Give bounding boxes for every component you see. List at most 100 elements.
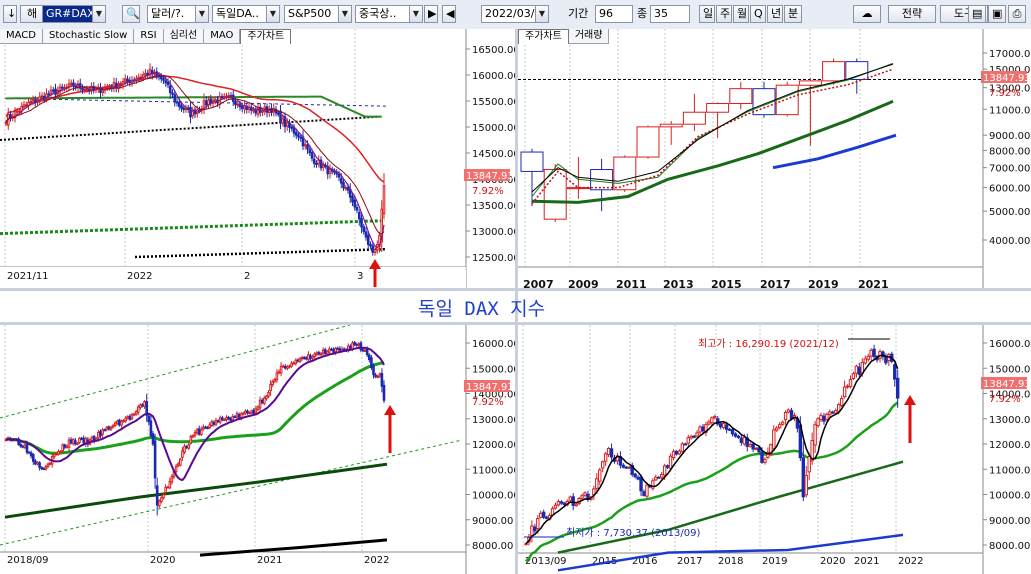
ma-30-line <box>525 401 899 563</box>
monthly-candle <box>801 457 806 498</box>
cloud-icon[interactable]: ☁ <box>853 5 881 23</box>
date-input[interactable]: 2022/03/09 ▼ <box>481 5 549 23</box>
week-button[interactable]: 주 <box>716 5 732 23</box>
sort-button[interactable]: 해 <box>20 5 44 23</box>
search-button[interactable]: 🔍 <box>122 5 140 23</box>
daily-candle <box>58 86 62 93</box>
chevron-down-icon[interactable]: ▼ <box>195 6 208 22</box>
panel-divider-top[interactable] <box>0 288 1031 291</box>
play-button[interactable]: ▶ <box>424 5 438 23</box>
daily-candle <box>346 186 350 191</box>
ma-long-line <box>531 99 894 204</box>
tab-2[interactable]: RSI <box>134 29 164 44</box>
monthly-candle <box>639 476 643 492</box>
monthly-candle <box>609 448 614 458</box>
market-select-label: 독일DA.. <box>216 7 259 20</box>
quarter-button-label: Q <box>754 7 763 20</box>
tab-0[interactable]: MACD <box>0 29 43 44</box>
monthly-chart-panel[interactable]: 17000.00 15000.00 13000.00 11000.00 9000.00 8… <box>518 29 1031 288</box>
daily-chart-panel[interactable]: 16500.00 16000.00 15500.00 15000.00 14500.00… <box>0 29 515 288</box>
monthly-candle <box>822 415 826 422</box>
weekly-candle <box>290 362 293 367</box>
last-price-value: 13847.93 <box>983 379 1031 390</box>
y-tick-label: 17000.00 <box>989 49 1031 60</box>
monthly-candle <box>775 427 779 431</box>
chevron-down-icon[interactable]: ▼ <box>409 6 422 22</box>
chevron-down-icon[interactable]: ▼ <box>92 6 105 22</box>
weekly-candle <box>265 395 268 400</box>
weekly-candle <box>109 427 113 430</box>
ma-60-line <box>5 361 385 455</box>
weekly-candle <box>353 342 356 345</box>
monthly-candle <box>872 348 876 357</box>
tab-5[interactable]: 주가차트 <box>240 29 292 44</box>
strategy-button[interactable]: 전략 <box>888 5 936 23</box>
count-input[interactable]: 35 <box>650 5 690 23</box>
chevron-down-icon[interactable]: ▼ <box>338 6 351 22</box>
monthly-candle <box>698 426 702 433</box>
weekly-candle <box>69 439 73 444</box>
ma-very-long-line <box>772 133 897 170</box>
weekly-candle <box>76 442 79 445</box>
tab-1[interactable]: 거래량 <box>568 29 610 44</box>
daily-candle <box>198 109 201 112</box>
monthly-candle <box>730 429 735 435</box>
panel-divider-vertical[interactable] <box>515 29 518 574</box>
tab-1[interactable]: Stochastic Slow <box>42 29 135 44</box>
weekly-candle <box>82 437 86 444</box>
down-arrow-button[interactable]: ↓ <box>3 5 17 23</box>
monthly-candle <box>724 424 729 430</box>
tab-4[interactable]: MAO <box>204 29 241 44</box>
period-input[interactable]: 96 <box>595 5 633 23</box>
day-button[interactable]: 일 <box>699 5 715 23</box>
weekly-candle <box>263 397 266 404</box>
save-icon[interactable]: ▣ <box>988 5 1006 23</box>
y-tick-label: 11000.00 <box>989 105 1031 116</box>
market-select[interactable]: 독일DA.. ▼ <box>212 5 280 23</box>
ma-5-line <box>5 72 385 249</box>
toolbar: ↓ 해 GR#DAX ▼ 🔍 달러/?. ▼ 독일DA.. ▼ S&P500 ▼ 중국상.. ▼ ▶ ◀ 20… <box>0 0 1031 30</box>
folder-icon[interactable]: ▤ <box>968 5 986 23</box>
tab-0[interactable]: 주가차트 <box>518 29 569 44</box>
monthly-candle <box>606 447 611 456</box>
daily-candle <box>366 234 370 245</box>
daily-candle <box>168 85 172 94</box>
country-select[interactable]: 중국상.. ▼ <box>355 5 423 23</box>
monthly-candle <box>739 437 744 443</box>
weekly-candle <box>200 429 203 436</box>
weekly-candle <box>34 460 37 465</box>
quarterly-chart-panel[interactable]: 16000.00 15000.00 14000.00 13000.00 12000.00… <box>518 325 1031 574</box>
monthly-candle <box>851 373 856 380</box>
weekly-candle <box>380 372 384 387</box>
chevron-down-icon[interactable]: ▼ <box>535 6 548 22</box>
monthly-candle <box>686 437 690 444</box>
index-select[interactable]: S&P500 ▼ <box>284 5 352 23</box>
red-arrowhead <box>369 259 381 269</box>
monthly-candle <box>893 364 897 380</box>
year-button[interactable]: 년 <box>767 5 783 23</box>
weekly-candle <box>311 356 314 359</box>
ma-60-line <box>5 75 385 183</box>
daily-candle <box>330 169 334 172</box>
quarter-button[interactable]: Q <box>750 5 766 23</box>
weekly-candle <box>231 416 235 421</box>
y-tick-label: 4000.00 <box>989 236 1030 247</box>
chevron-down-icon[interactable]: ▼ <box>266 6 279 22</box>
prev-button[interactable]: ◀ <box>442 5 456 23</box>
change-percent: 7.92% <box>472 186 504 197</box>
weekly-chart-panel[interactable]: 16000.00 15000.00 14000.00 13000.00 12000.00… <box>0 325 515 574</box>
month-button[interactable]: 월 <box>733 5 749 23</box>
weekly-candle <box>23 444 27 448</box>
currency-select[interactable]: 달러/?. ▼ <box>147 5 209 23</box>
monthly-candle <box>772 429 776 450</box>
monthly-candle <box>539 512 543 518</box>
print-icon[interactable]: ⎙ <box>1008 5 1026 23</box>
minute-button[interactable]: 분 <box>784 5 802 23</box>
monthly-candle <box>831 411 835 414</box>
daily-candle <box>344 187 348 190</box>
tab-3[interactable]: 심리선 <box>163 29 205 44</box>
daily-candle <box>373 249 377 254</box>
symbol-input[interactable]: GR#DAX ▼ <box>42 5 106 23</box>
monthly-candle <box>701 426 705 432</box>
panel-divider-bottom[interactable] <box>0 322 1031 325</box>
